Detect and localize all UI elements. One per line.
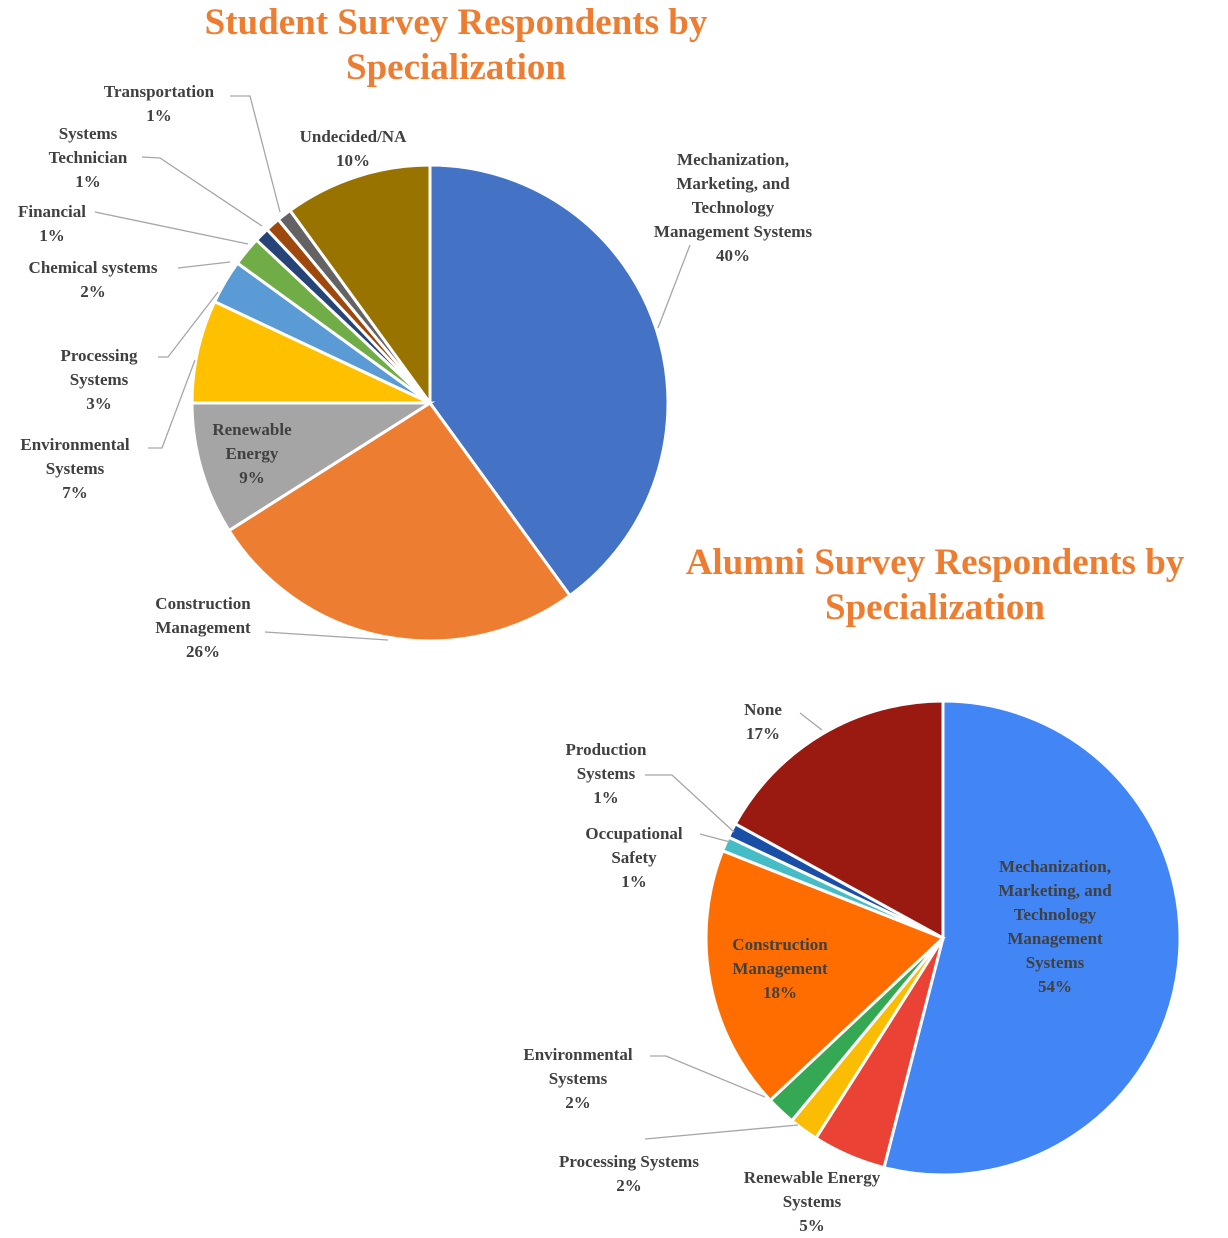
value-label: 2%: [565, 1093, 591, 1112]
data-label: Environmental Systems 2%: [503, 1043, 653, 1115]
value-label: 7%: [62, 483, 88, 502]
category-label: Mechanization, Marketing, and Technology…: [998, 857, 1112, 972]
value-label: 17%: [746, 724, 780, 743]
category-label: Financial: [17, 202, 86, 221]
leader-line: [141, 156, 263, 227]
data-label: Undecided/NA 10%: [273, 125, 433, 173]
category-label: Occupational Safety: [585, 824, 683, 867]
data-label: Mechanization, Marketing, and Technology…: [653, 148, 813, 268]
value-label: 18%: [763, 983, 797, 1002]
chart-title: Student Survey Respondents by Specializa…: [204, 2, 708, 88]
value-label: 1%: [146, 106, 172, 125]
data-label: Chemical systems 2%: [3, 256, 183, 304]
value-label: 1%: [39, 226, 65, 245]
leader-line: [799, 712, 823, 731]
pie-slice: [288, 163, 432, 408]
pie-slice: [733, 699, 945, 941]
pie-slice: [882, 699, 1182, 1177]
data-label: Transportation 1%: [84, 80, 234, 128]
leader-line: [177, 261, 231, 269]
category-label: Renewable Energy: [212, 420, 292, 463]
pie-slice: [190, 401, 436, 533]
leader-line: [158, 291, 219, 358]
value-label: 26%: [186, 642, 220, 661]
data-label: Occupational Safety 1%: [569, 822, 699, 894]
value-label: 3%: [86, 394, 112, 413]
pie-slice: [428, 163, 670, 598]
leader-line: [264, 631, 389, 641]
value-label: 1%: [75, 172, 101, 191]
leader-line: [94, 211, 249, 245]
value-label: 1%: [593, 788, 619, 807]
value-label: 9%: [239, 468, 265, 487]
value-label: 54%: [1038, 977, 1072, 996]
data-label: Renewable Energy 9%: [202, 418, 302, 490]
category-label: Undecided/NA: [299, 127, 407, 146]
value-label: 1%: [621, 872, 647, 891]
data-label: Processing Systems 2%: [529, 1150, 729, 1198]
leader-line: [148, 359, 196, 449]
pie-slice: [704, 848, 946, 1103]
data-label: Construction Management 26%: [133, 592, 273, 664]
category-label: Environmental Systems: [20, 435, 130, 478]
value-label: 10%: [336, 151, 370, 170]
value-label: 2%: [616, 1176, 642, 1195]
pie-slice: [226, 400, 572, 643]
data-label: Environmental Systems 7%: [0, 433, 150, 505]
chart-title: Alumni Survey Respondents by Specializat…: [685, 542, 1185, 628]
category-label: Systems Technician: [48, 124, 128, 167]
category-label: Construction Management: [732, 935, 828, 978]
data-label: Construction Management 18%: [715, 933, 845, 1005]
category-label: Production Systems: [565, 740, 647, 783]
data-label: None 17%: [723, 698, 803, 746]
category-label: Mechanization, Marketing, and Technology…: [653, 150, 813, 241]
value-label: 5%: [799, 1216, 825, 1235]
category-label: Renewable Energy Systems: [743, 1168, 881, 1211]
category-label: Processing Systems: [60, 346, 138, 389]
leader-line: [230, 95, 281, 213]
data-label: Processing Systems 3%: [44, 344, 154, 416]
leader-line: [644, 1124, 799, 1140]
category-label: None: [744, 700, 782, 719]
leader-line: [650, 1055, 766, 1098]
data-label: Financial 1%: [2, 200, 102, 248]
pie-slice: [190, 299, 431, 405]
leader-line: [657, 244, 691, 329]
data-label: Mechanization, Marketing, and Technology…: [980, 855, 1130, 999]
category-label: Transportation: [103, 82, 215, 101]
category-label: Processing Systems: [559, 1152, 699, 1171]
category-label: Construction Management: [155, 594, 251, 637]
category-label: Environmental Systems: [523, 1045, 633, 1088]
leader-line: [699, 833, 731, 843]
value-label: 40%: [716, 246, 750, 265]
category-label: Chemical systems: [28, 258, 158, 277]
value-label: 2%: [80, 282, 106, 301]
data-label: Renewable Energy Systems 5%: [722, 1166, 902, 1238]
leader-line: [645, 774, 735, 833]
data-label: Systems Technician 1%: [33, 122, 143, 194]
data-label: Production Systems 1%: [551, 738, 661, 810]
